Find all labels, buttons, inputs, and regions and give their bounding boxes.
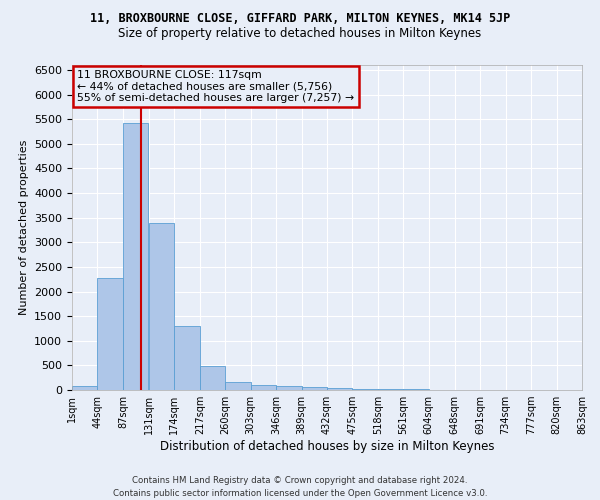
Bar bbox=[200, 366, 225, 390]
Bar bbox=[97, 278, 123, 390]
Bar bbox=[72, 386, 97, 390]
Text: Size of property relative to detached houses in Milton Keynes: Size of property relative to detached ho… bbox=[118, 28, 482, 40]
Bar bbox=[251, 385, 276, 390]
Bar bbox=[225, 382, 251, 390]
Bar bbox=[149, 223, 175, 390]
Bar bbox=[378, 389, 403, 390]
Bar bbox=[123, 122, 148, 390]
Text: Contains HM Land Registry data © Crown copyright and database right 2024.
Contai: Contains HM Land Registry data © Crown c… bbox=[113, 476, 487, 498]
Bar bbox=[276, 386, 302, 390]
Bar bbox=[302, 388, 327, 390]
Y-axis label: Number of detached properties: Number of detached properties bbox=[19, 140, 29, 315]
Bar bbox=[327, 388, 352, 390]
Text: 11 BROXBOURNE CLOSE: 117sqm
← 44% of detached houses are smaller (5,756)
55% of : 11 BROXBOURNE CLOSE: 117sqm ← 44% of det… bbox=[77, 70, 354, 103]
X-axis label: Distribution of detached houses by size in Milton Keynes: Distribution of detached houses by size … bbox=[160, 440, 494, 453]
Text: 11, BROXBOURNE CLOSE, GIFFARD PARK, MILTON KEYNES, MK14 5JP: 11, BROXBOURNE CLOSE, GIFFARD PARK, MILT… bbox=[90, 12, 510, 26]
Bar bbox=[352, 388, 378, 390]
Bar bbox=[175, 326, 200, 390]
